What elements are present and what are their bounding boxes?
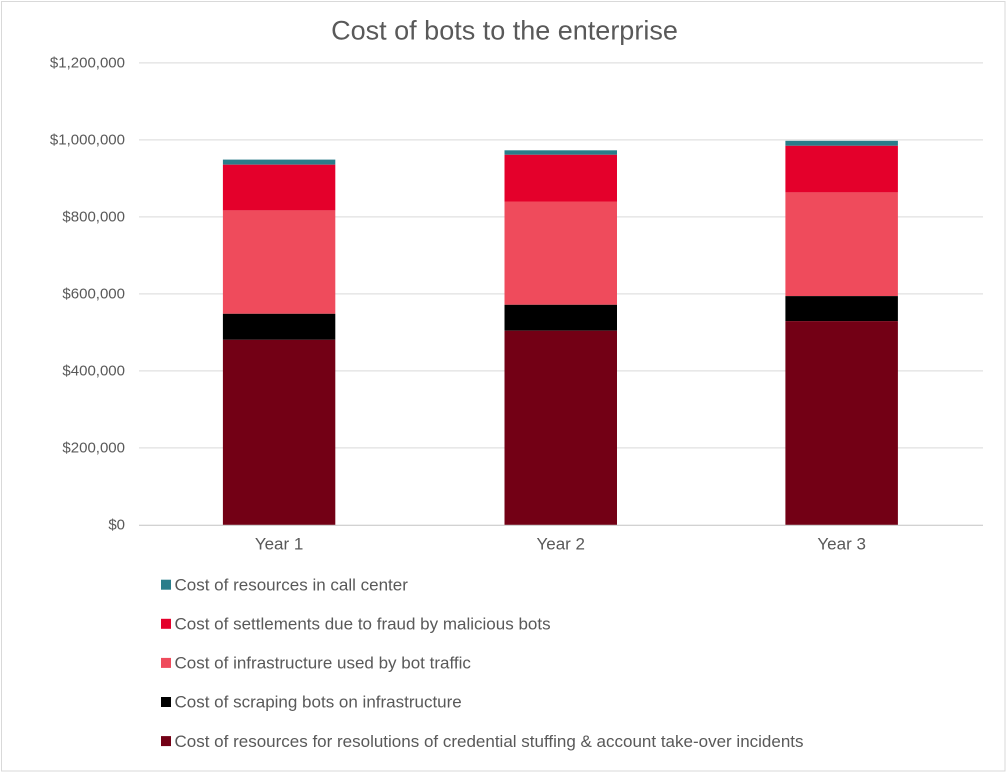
svg-text:Year 1: Year 1 <box>255 535 304 554</box>
svg-text:Cost of scraping bots on infra: Cost of scraping bots on infrastructure <box>175 693 462 712</box>
svg-text:$0: $0 <box>108 517 125 534</box>
svg-text:Year 2: Year 2 <box>536 535 585 554</box>
svg-text:Year 3: Year 3 <box>817 535 866 554</box>
svg-text:$600,000: $600,000 <box>62 286 125 303</box>
svg-text:$1,000,000: $1,000,000 <box>50 132 125 149</box>
svg-text:Cost of resources in call cent: Cost of resources in call center <box>175 575 409 594</box>
svg-text:Cost of bots to the enterprise: Cost of bots to the enterprise <box>331 15 678 45</box>
svg-text:Cost of resources for resoluti: Cost of resources for resolutions of cre… <box>175 732 804 751</box>
svg-text:Cost of infrastructure used by: Cost of infrastructure used by bot traff… <box>175 654 472 673</box>
svg-text:$1,200,000: $1,200,000 <box>50 55 125 72</box>
svg-text:$200,000: $200,000 <box>62 440 125 457</box>
svg-text:$800,000: $800,000 <box>62 209 125 226</box>
svg-text:Cost of settlements due to fra: Cost of settlements due to fraud by mali… <box>175 615 551 634</box>
svg-text:$400,000: $400,000 <box>62 363 125 380</box>
